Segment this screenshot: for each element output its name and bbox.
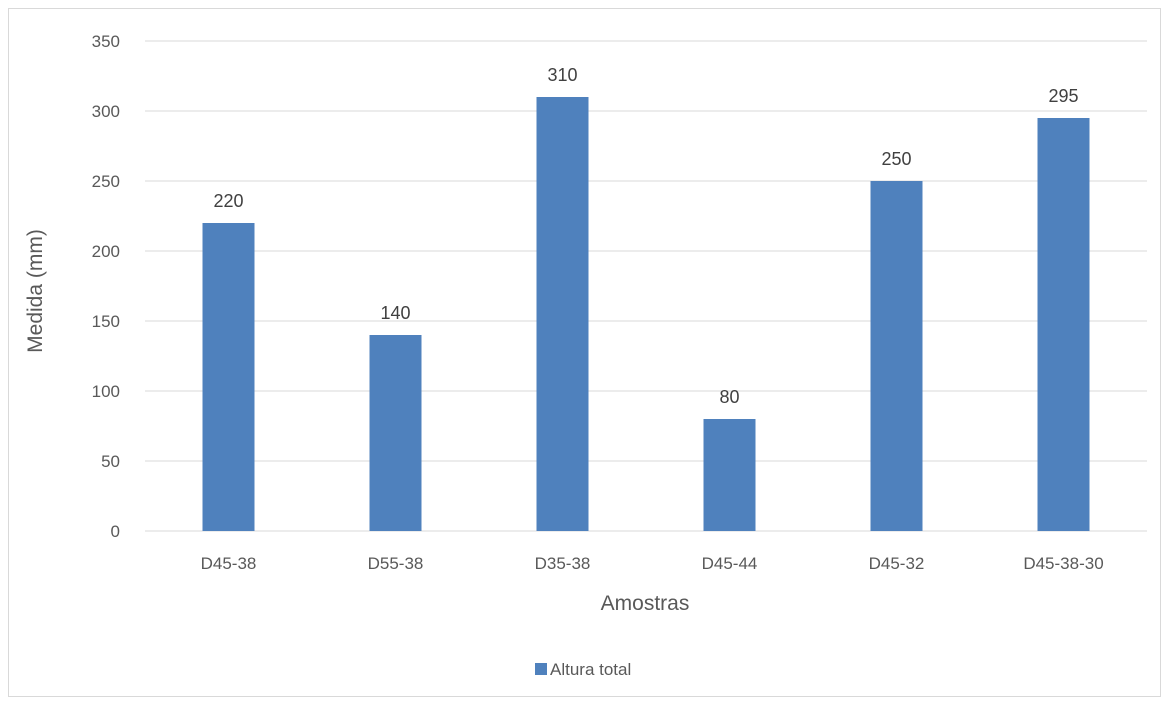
bar-D35-38 xyxy=(536,97,589,531)
y-axis-title: Medida (mm) xyxy=(24,229,47,353)
data-label: 295 xyxy=(1048,86,1078,106)
data-label: 220 xyxy=(213,191,243,211)
legend-label: Altura total xyxy=(550,660,631,679)
bar-D45-32 xyxy=(870,181,923,531)
y-tick-label: 100 xyxy=(92,382,120,401)
legend-swatch xyxy=(535,663,547,675)
legend: Altura total xyxy=(535,660,631,679)
data-labels: 220 140 310 80 250 295 xyxy=(213,65,1078,407)
x-tick-label: D55-38 xyxy=(368,554,424,573)
y-tick-labels: 0 50 100 150 200 250 300 350 xyxy=(92,32,120,541)
y-tick-label: 350 xyxy=(92,32,120,51)
data-label: 250 xyxy=(881,149,911,169)
y-tick-label: 50 xyxy=(101,452,120,471)
data-label: 310 xyxy=(547,65,577,85)
bar-D55-38 xyxy=(369,335,422,531)
y-tick-label: 300 xyxy=(92,102,120,121)
x-tick-label: D45-38 xyxy=(201,554,257,573)
bar-D45-38 xyxy=(202,223,255,531)
y-tick-label: 200 xyxy=(92,242,120,261)
x-tick-labels: D45-38 D55-38 D35-38 D45-44 D45-32 D45-38-30 xyxy=(201,554,1104,573)
y-tick-label: 0 xyxy=(111,522,120,541)
x-tick-label: D45-32 xyxy=(869,554,925,573)
data-label: 80 xyxy=(719,387,739,407)
bar-D45-38-30 xyxy=(1037,118,1090,531)
bar-D45-44 xyxy=(703,419,756,531)
x-axis-title: Amostras xyxy=(601,592,690,615)
x-tick-label: D35-38 xyxy=(535,554,591,573)
y-tick-label: 250 xyxy=(92,172,120,191)
x-tick-label: D45-44 xyxy=(702,554,758,573)
gridlines xyxy=(145,40,1147,532)
bars xyxy=(202,97,1090,531)
x-tick-label: D45-38-30 xyxy=(1023,554,1103,573)
y-tick-label: 150 xyxy=(92,312,120,331)
data-label: 140 xyxy=(380,303,410,323)
